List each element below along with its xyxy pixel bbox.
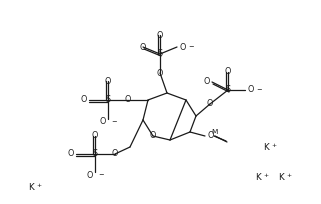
Text: O: O — [207, 100, 213, 109]
Text: K: K — [255, 173, 261, 183]
Text: K: K — [263, 143, 269, 153]
Text: O: O — [180, 42, 187, 51]
Text: O: O — [150, 132, 156, 141]
Text: K: K — [278, 173, 284, 183]
Text: −: − — [98, 172, 103, 178]
Text: O: O — [81, 95, 87, 104]
Text: −: − — [111, 119, 117, 125]
Text: O: O — [68, 150, 74, 159]
Text: O: O — [92, 132, 98, 141]
Text: M: M — [211, 129, 217, 135]
Text: −: − — [188, 44, 194, 50]
Text: O: O — [100, 118, 106, 126]
Text: O: O — [157, 69, 163, 78]
Text: O: O — [208, 132, 214, 141]
Text: O: O — [225, 68, 231, 76]
Text: S: S — [157, 50, 162, 59]
Text: −: − — [256, 87, 262, 93]
Text: S: S — [105, 95, 110, 104]
Text: +: + — [263, 173, 268, 178]
Text: O: O — [105, 76, 111, 85]
Text: +: + — [36, 183, 41, 188]
Text: O: O — [112, 150, 118, 159]
Text: S: S — [225, 85, 230, 94]
Text: +: + — [286, 173, 291, 178]
Text: O: O — [204, 78, 210, 86]
Text: O: O — [157, 31, 163, 40]
Text: S: S — [92, 150, 98, 159]
Text: +: + — [271, 143, 276, 148]
Text: K: K — [28, 184, 34, 193]
Text: O: O — [248, 85, 254, 94]
Text: O: O — [87, 171, 93, 180]
Text: O: O — [125, 95, 131, 104]
Text: O: O — [140, 42, 146, 51]
